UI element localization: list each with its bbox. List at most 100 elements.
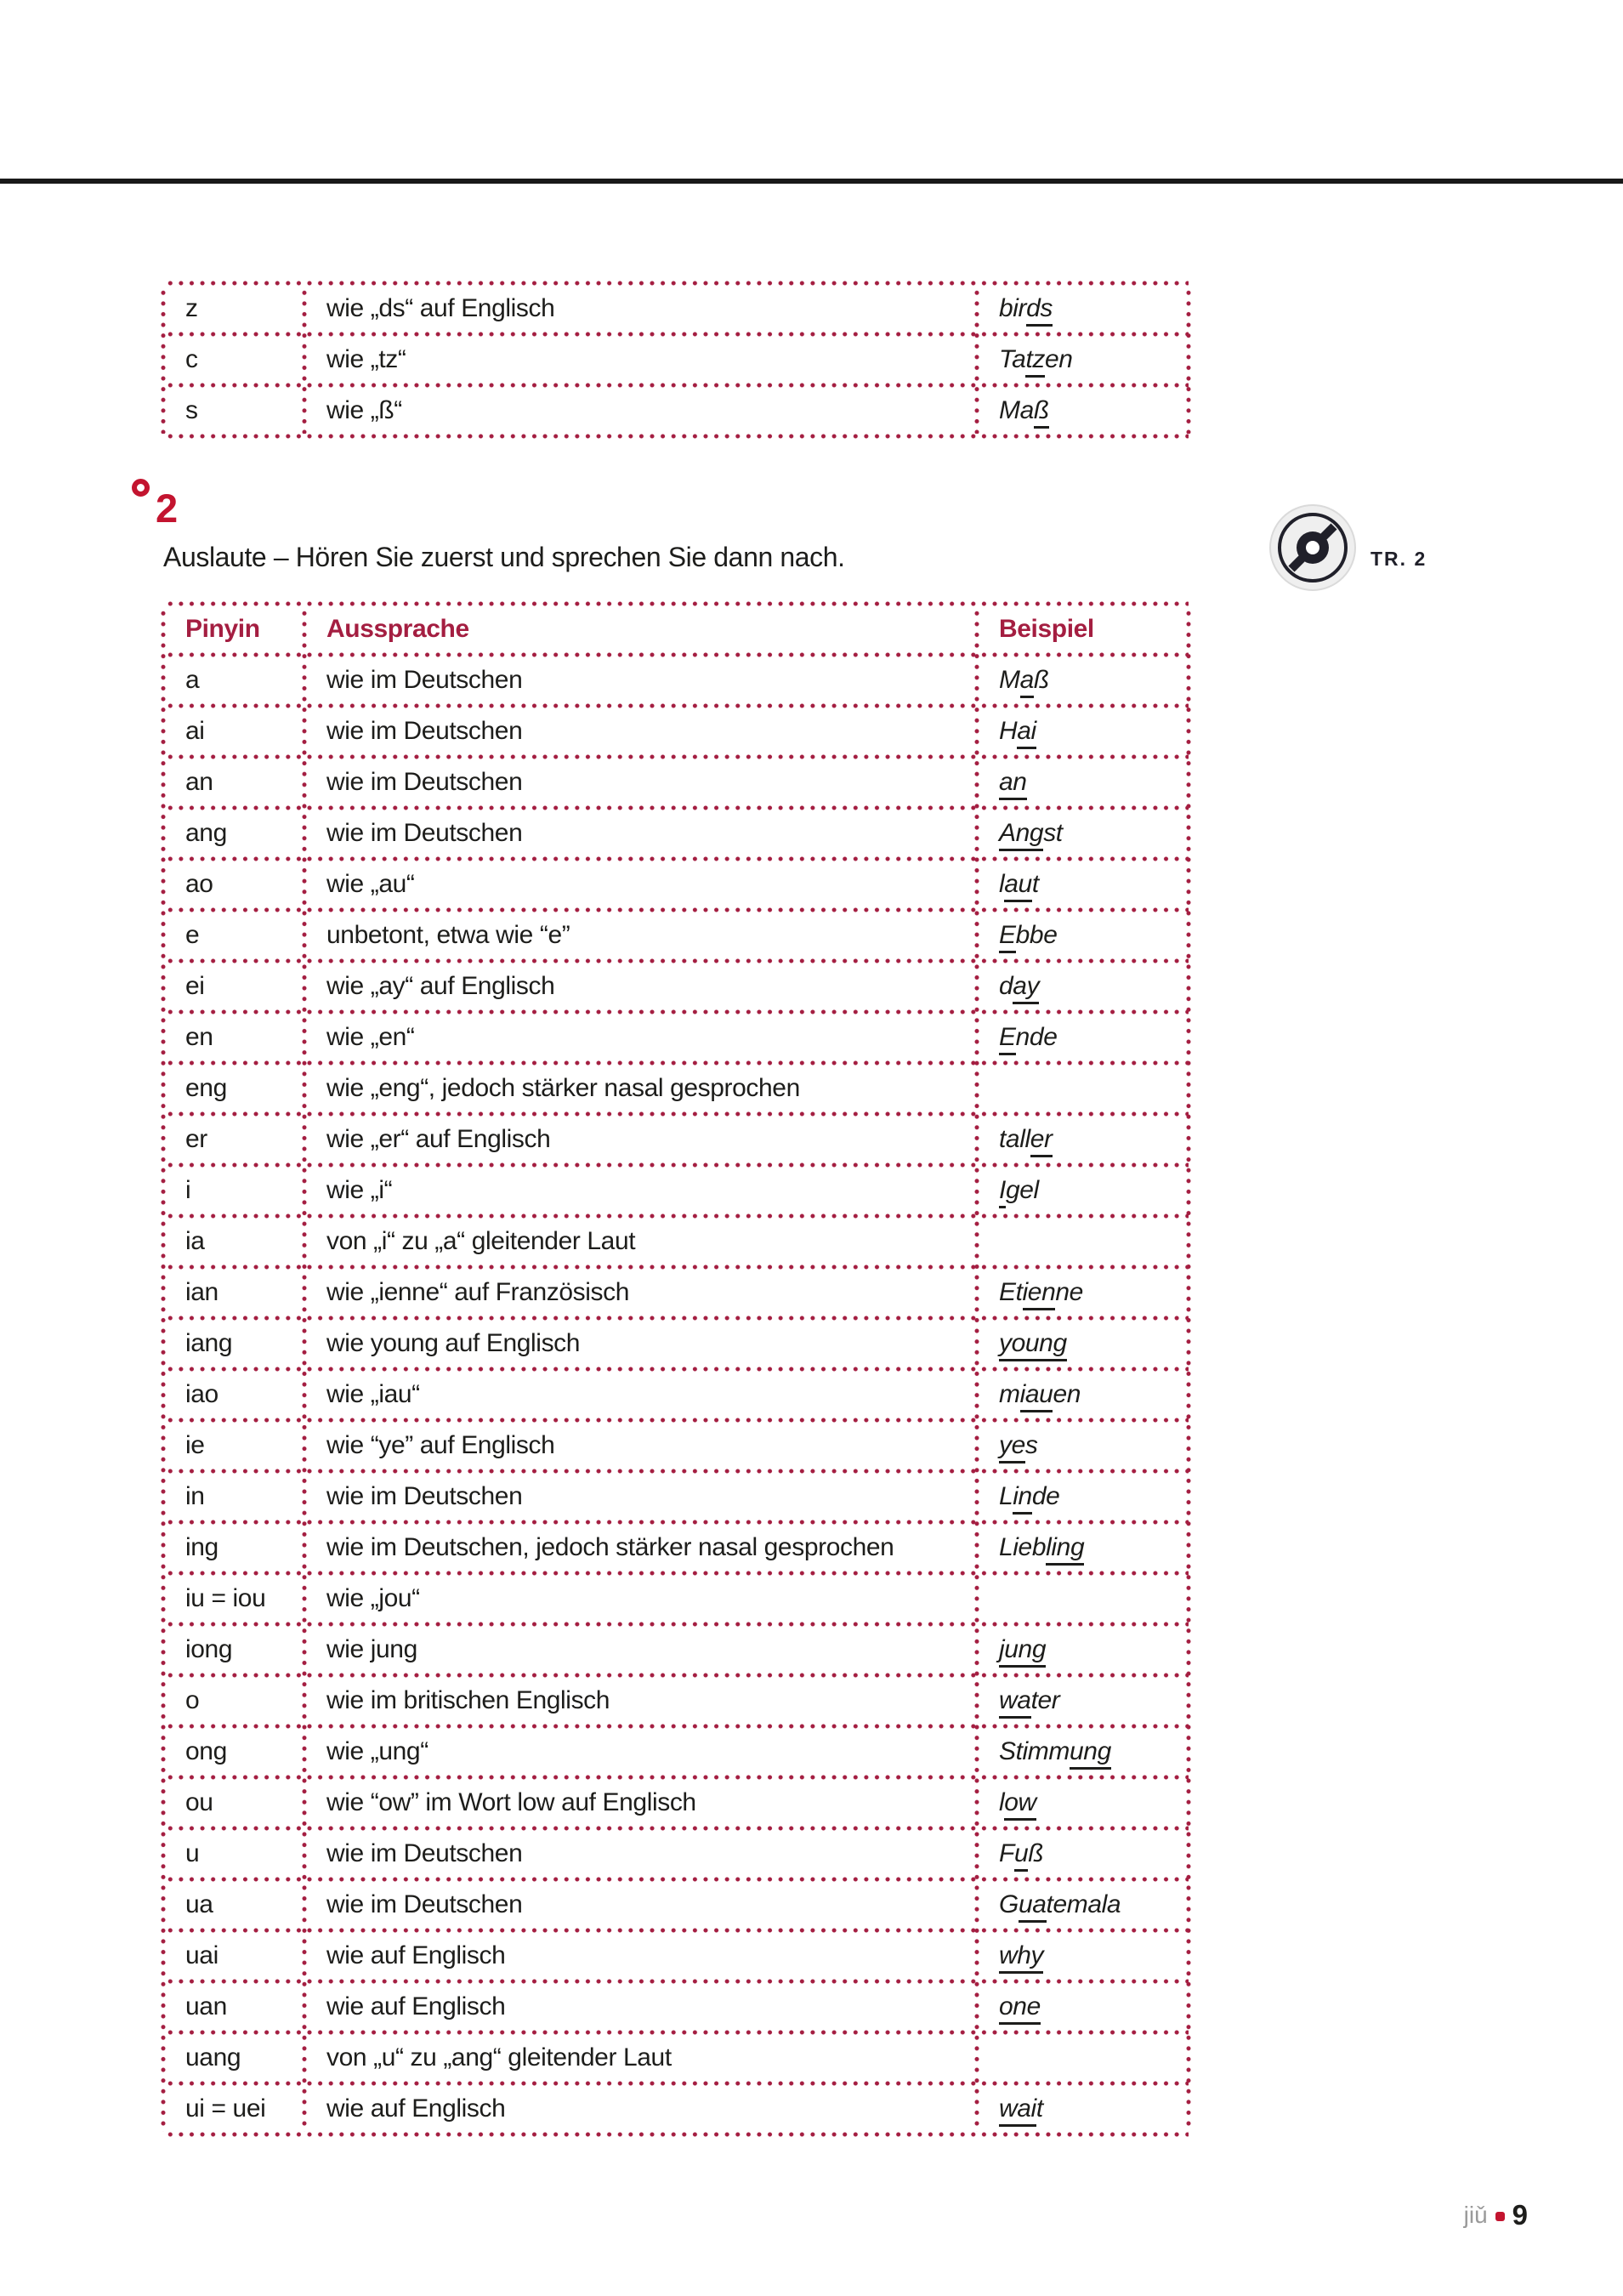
pinyin-cell: ian [185, 1278, 218, 1306]
underlined-letters: young [999, 1329, 1067, 1361]
pinyin-cell: ong [185, 1737, 227, 1765]
aussprache-cell: wie „er“ auf Englisch [326, 1125, 551, 1153]
pinyin-cell: iao [185, 1380, 218, 1408]
pinyin-cell: a [185, 666, 200, 694]
underlined-letters: tz [1025, 345, 1045, 378]
table-row: ie wie “ye” auf Englisch yes [163, 1420, 1189, 1471]
table-row: z wie „ds“ auf Englisch birds [163, 283, 1189, 334]
beispiel-cell: why [977, 1941, 1189, 1974]
aussprache-cell: wie auf Englisch [326, 1992, 506, 2020]
beispiel-cell: Stimmung [977, 1737, 1189, 1770]
aussprache-cell: wie „iau“ [326, 1380, 420, 1408]
beispiel-cell: yes [977, 1431, 1189, 1463]
beispiel-cell: Hai [977, 717, 1189, 749]
table-row: e unbetont, etwa wie “e” Ebbe [163, 910, 1189, 961]
beispiel-cell: young [977, 1329, 1189, 1361]
beispiel-cell: low [977, 1788, 1189, 1821]
aussprache-cell: wie im Deutschen [326, 1839, 523, 1867]
exercise-ring-icon [132, 479, 150, 497]
underlined-letters: ien [1022, 1278, 1056, 1310]
pinyin-cell: ou [185, 1788, 213, 1816]
beispiel-column-header: Beispiel [999, 615, 1094, 643]
pinyin-cell: iong [185, 1635, 233, 1663]
table-row: ing wie im Deutschen, jedoch stärker nasa… [163, 1522, 1189, 1573]
aussprache-cell: wie „ß“ [326, 396, 402, 424]
page-top-rule [0, 179, 1623, 184]
underlined-letters: jung [999, 1635, 1047, 1668]
pinyin-cell: c [185, 345, 198, 373]
footer-dot-icon [1495, 2211, 1505, 2221]
underlined-letters: an [999, 768, 1027, 800]
pinyin-cell: iang [185, 1329, 233, 1357]
aussprache-cell: wie „au“ [326, 870, 415, 898]
pinyin-cell: ang [185, 819, 227, 847]
underlined-letters: ai [1017, 717, 1036, 749]
exercise-number: 2 [156, 486, 179, 531]
beispiel-cell: birds [977, 294, 1189, 327]
footer-page-number: 9 [1512, 2199, 1528, 2231]
underlined-letters: why [999, 1941, 1044, 1974]
table-row: iao wie „iau“ miauen [163, 1369, 1189, 1420]
aussprache-cell: wie „ay“ auf Englisch [326, 972, 555, 1000]
aussprache-cell: wie im Deutschen [326, 1482, 523, 1510]
aussprache-cell: wie „en“ [326, 1023, 415, 1051]
beispiel-cell: Tatzen [977, 345, 1189, 378]
aussprache-cell: wie „eng“, jedoch stärker nasal gesproch… [326, 1074, 800, 1102]
pinyin-cell: e [185, 921, 200, 949]
pinyin-cell: iu = iou [185, 1584, 266, 1612]
pinyin-cell: en [185, 1023, 213, 1051]
aussprache-cell: wie im Deutschen, jedoch stärker nasal g… [326, 1533, 894, 1561]
beispiel-cell: wait [977, 2094, 1189, 2127]
pinyin-cell: er [185, 1125, 207, 1153]
aussprache-cell: wie im Deutschen [326, 717, 523, 745]
aussprache-cell: wie auf Englisch [326, 2094, 506, 2123]
underlined-letters: ß [1033, 396, 1049, 429]
pinyin-cell: uai [185, 1941, 218, 1969]
table-row: eng wie „eng“, jedoch stärker nasal gespr… [163, 1063, 1189, 1114]
pinyin-cell: ie [185, 1431, 205, 1459]
table-row: ian wie „ienne“ auf Französisch Etienne [163, 1267, 1189, 1318]
table-row: iong wie jung jung [163, 1624, 1189, 1675]
beispiel-cell: miauen [977, 1380, 1189, 1412]
aussprache-cell: wie im Deutschen [326, 768, 523, 796]
aussprache-cell: wie jung [326, 1635, 417, 1663]
table-row: uang von „u“ zu „ang“ gleitender Laut [163, 2032, 1189, 2083]
table-row: iang wie young auf Englisch young [163, 1318, 1189, 1369]
table-row: ong wie „ung“ Stimmung [163, 1726, 1189, 1777]
underlined-letters: wai [999, 2094, 1036, 2127]
pinyin-cell: i [185, 1176, 191, 1204]
table-row: an wie im Deutschen an [163, 757, 1189, 808]
table-row: in wie im Deutschen Linde [163, 1471, 1189, 1522]
initials-continuation-table: z wie „ds“ auf Englisch birds c wie „tz“ Tatz… [161, 281, 1191, 439]
beispiel-cell: Fuß [977, 1839, 1189, 1872]
table-row: iu = iou wie „jou“ [163, 1573, 1189, 1624]
pinyin-cell: ua [185, 1890, 213, 1918]
exercise-instruction: Auslaute – Hören Sie zuerst und sprechen… [163, 542, 845, 572]
beispiel-cell: Maß [977, 396, 1189, 429]
underlined-letters: E [999, 921, 1016, 953]
underlined-letters: ua [1018, 1890, 1047, 1923]
beispiel-cell: jung [977, 1635, 1189, 1668]
pinyin-cell: s [185, 396, 198, 424]
aussprache-cell: unbetont, etwa wie “e” [326, 921, 570, 949]
table-row: er wie „er“ auf Englisch taller [163, 1114, 1189, 1165]
pinyin-cell: uan [185, 1992, 227, 2020]
table-row: ui = uei wie auf Englisch wait [163, 2083, 1189, 2134]
aussprache-column-header: Aussprache [326, 615, 469, 643]
pinyin-cell: o [185, 1686, 200, 1714]
beispiel-cell: Ebbe [977, 921, 1189, 953]
aussprache-cell: wie „jou“ [326, 1584, 420, 1612]
underlined-letters: one [999, 1992, 1041, 2025]
aussprache-cell: wie im Deutschen [326, 666, 523, 694]
table-row: ua wie im Deutschen Guatemala [163, 1879, 1189, 1930]
pinyin-cell: ia [185, 1227, 205, 1255]
beispiel-cell: Ende [977, 1023, 1189, 1055]
table-row: a wie im Deutschen Maß [163, 655, 1189, 706]
cd-icon [1269, 504, 1356, 591]
aussprache-cell: von „i“ zu „a“ gleitender Laut [326, 1227, 636, 1255]
beispiel-cell: taller [977, 1125, 1189, 1157]
beispiel-cell: Guatemala [977, 1890, 1189, 1923]
aussprache-cell: wie „ienne“ auf Französisch [326, 1278, 630, 1306]
underlined-letters: ay [1013, 972, 1040, 1004]
